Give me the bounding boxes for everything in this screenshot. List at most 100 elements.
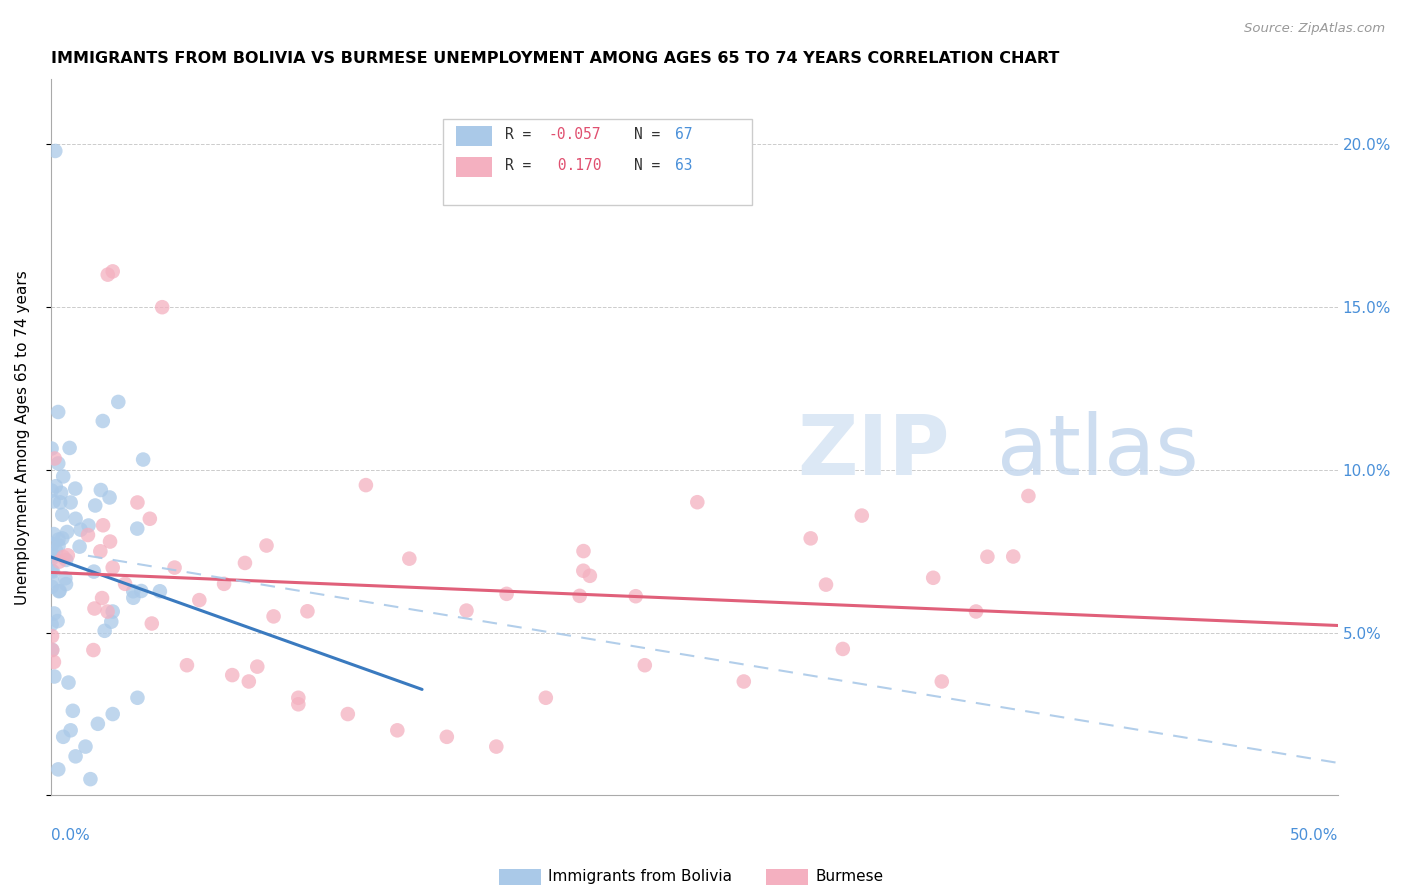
Point (42, 655, 65, 669)
Point (59, 441, 82, 455)
Text: 0.0%: 0.0% (51, 828, 90, 843)
Point (114, 577, 136, 591)
Point (534, 690, 557, 705)
Y-axis label: Unemployment Among Ages 65 to 74 years: Unemployment Among Ages 65 to 74 years (15, 270, 30, 605)
Text: N =: N = (634, 127, 669, 142)
Point (45, 543, 67, 558)
Point (634, 658, 657, 673)
Point (922, 571, 945, 585)
Point (91, 414, 114, 428)
Point (176, 658, 198, 673)
Point (59, 723, 82, 738)
Text: 67: 67 (675, 127, 693, 142)
Point (46, 405, 69, 419)
Point (101, 264, 124, 278)
Point (686, 495, 709, 509)
Point (44, 451, 66, 466)
Point (53, 571, 76, 585)
Point (42, 494, 65, 508)
Point (436, 730, 458, 744)
Text: 0.170: 0.170 (548, 159, 602, 173)
Point (965, 605, 987, 619)
Point (90, 483, 112, 497)
Point (77, 518, 100, 533)
Text: N =: N = (634, 159, 669, 173)
Point (77, 528, 100, 542)
Point (456, 604, 478, 618)
Point (624, 589, 647, 603)
Point (42, 565, 65, 579)
Point (387, 723, 409, 738)
FancyBboxPatch shape (456, 157, 492, 178)
Point (976, 549, 998, 564)
Point (83, 565, 105, 579)
Text: 63: 63 (675, 159, 693, 173)
Point (65, 749, 87, 764)
Point (48, 583, 70, 598)
Point (52, 730, 75, 744)
Point (52, 469, 75, 483)
Point (101, 605, 124, 619)
Point (100, 615, 122, 629)
Point (931, 674, 953, 689)
Point (65, 482, 87, 496)
Point (851, 508, 873, 523)
Point (91, 591, 114, 605)
Point (122, 591, 145, 605)
Point (485, 739, 508, 754)
Point (48, 539, 70, 553)
Point (163, 560, 186, 574)
Text: Burmese: Burmese (815, 870, 883, 884)
Point (56, 549, 79, 563)
Point (579, 569, 602, 583)
Point (42, 527, 65, 541)
Point (48, 555, 70, 569)
Point (568, 589, 591, 603)
Point (91, 518, 114, 533)
Point (41, 642, 63, 657)
Point (188, 593, 211, 607)
Point (55, 553, 77, 567)
Point (495, 587, 517, 601)
Point (49, 485, 72, 500)
Point (354, 478, 377, 492)
Point (48, 584, 70, 599)
Point (398, 551, 420, 566)
Point (56, 524, 79, 539)
Point (98, 491, 121, 505)
Point (1002, 549, 1025, 564)
Point (1017, 489, 1039, 503)
Point (51, 508, 73, 522)
Point (287, 690, 309, 705)
Text: atlas: atlas (997, 411, 1198, 492)
Point (87, 716, 110, 731)
Point (62, 704, 84, 718)
Point (132, 452, 155, 467)
Point (246, 659, 269, 673)
Point (42, 548, 65, 562)
Point (139, 512, 162, 526)
Point (49, 495, 72, 509)
Point (101, 706, 124, 721)
Point (263, 609, 285, 624)
Point (93, 624, 115, 638)
Point (84, 499, 107, 513)
Point (79, 772, 101, 786)
Point (233, 556, 256, 570)
Point (127, 495, 149, 509)
Point (69, 523, 91, 537)
Point (572, 564, 595, 578)
Point (97, 605, 120, 619)
Point (814, 577, 837, 591)
Point (800, 532, 823, 546)
Point (41, 442, 63, 456)
Point (122, 584, 145, 599)
Point (69, 540, 91, 554)
Text: 50.0%: 50.0% (1289, 828, 1337, 843)
Point (297, 604, 319, 618)
Point (212, 577, 235, 591)
Point (336, 706, 359, 721)
Point (46, 763, 69, 777)
Point (127, 690, 149, 705)
Point (221, 668, 243, 682)
